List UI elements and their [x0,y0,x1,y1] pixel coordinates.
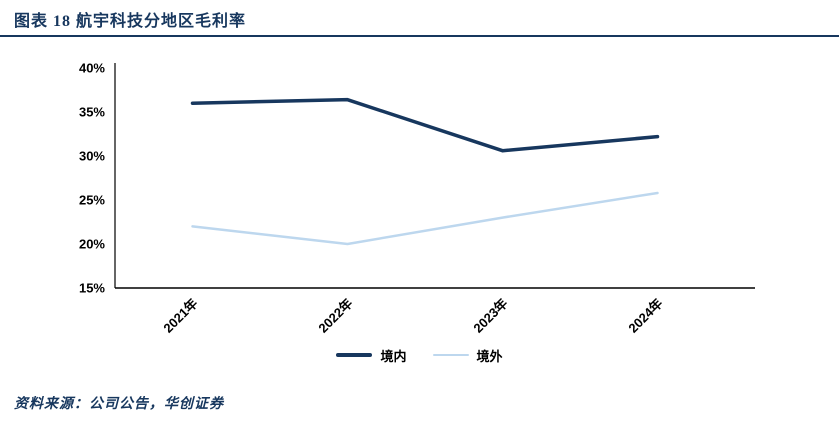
x-tick-label: 2024年 [625,296,665,336]
x-tick-label: 2023年 [470,296,510,336]
chart-legend: 境内 境外 [0,345,839,365]
legend-swatch-0 [336,353,373,357]
legend-item-1: 境外 [432,346,503,365]
legend-label-0: 境内 [380,348,407,364]
chart-area: 15% 20% 25% 30% 35% 40% 2021年 2022年 2023年 2024年 境… [0,43,839,365]
series-line-0 [190,97,660,153]
y-tick-label: 20% [79,237,105,252]
legend-swatch-1 [432,353,469,357]
y-tick-label: 25% [79,193,105,208]
x-tick-label: 2021年 [160,296,200,336]
y-tick-label: 40% [79,61,105,76]
chart-header: 图表 18 航宇科技分地区毛利率 [0,0,839,37]
y-tick-label: 15% [79,281,105,296]
legend-item-0: 境内 [336,346,407,365]
chart-footer: 资料来源：公司公告，华创证券 [14,393,224,413]
series-line-1 [191,191,659,246]
y-tick-label: 30% [79,149,105,164]
x-tick-label: 2022年 [315,296,355,336]
line-chart: 15% 20% 25% 30% 35% 40% 2021年 2022年 2023年 2024年 [79,61,755,336]
y-tick-label: 35% [79,105,105,120]
legend-label-1: 境外 [476,348,503,364]
page-title: 图表 18 航宇科技分地区毛利率 [14,13,247,30]
source-text: 资料来源：公司公告，华创证券 [14,397,224,412]
